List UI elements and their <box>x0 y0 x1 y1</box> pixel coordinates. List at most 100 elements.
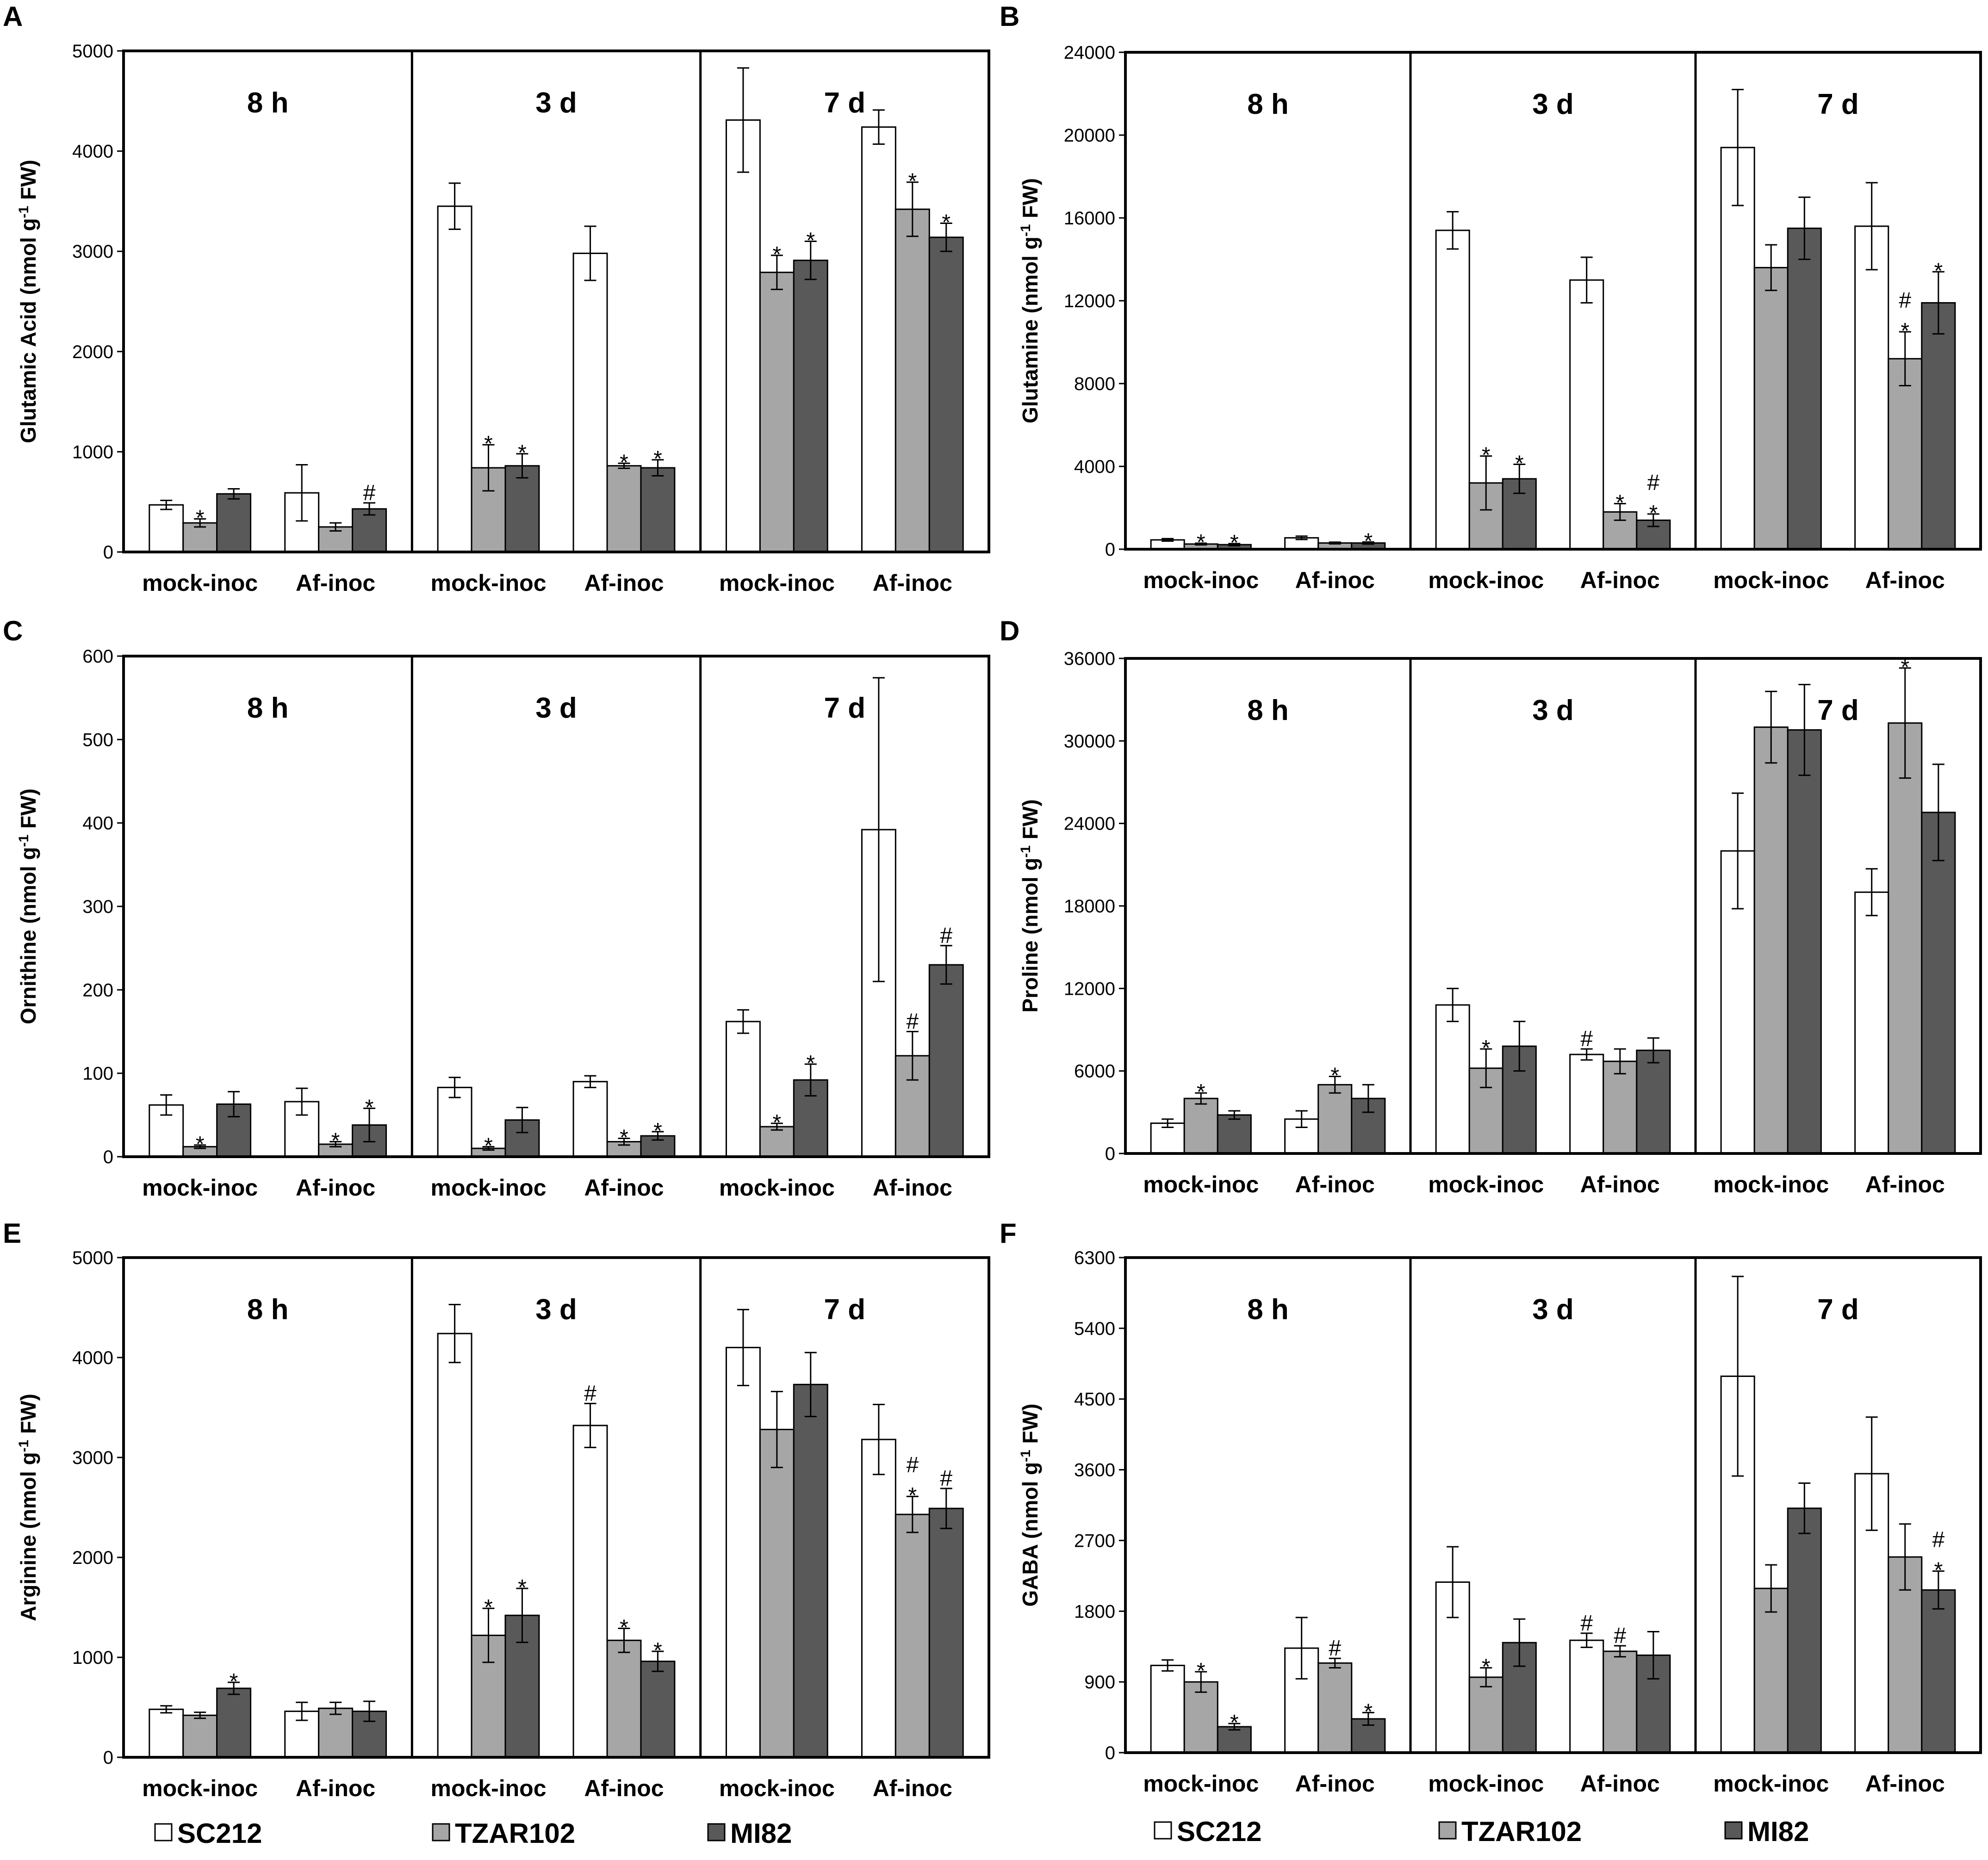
significance-star: * <box>1197 1080 1205 1104</box>
time-label: 3 d <box>1532 1294 1574 1326</box>
legend-left: SC212 TZAR102 MI82 <box>154 1818 792 1849</box>
bar-tzar102 <box>1888 722 1923 1154</box>
y-tick-label: 4500 <box>1074 1389 1115 1410</box>
y-tick-label: 0 <box>103 1147 113 1167</box>
bar-tzar102 <box>759 272 795 553</box>
bar-tzar102 <box>318 1707 354 1758</box>
group-label: mock-inoc <box>430 1775 546 1801</box>
time-label: 8 h <box>1247 1294 1289 1326</box>
panel-f: F 0 900 1800 2700 3600 4500 5400 6300 GABA (nmol … <box>1000 1218 1982 1797</box>
panel-e: E 0 1000 2000 3000 4000 5000 Arginine (nmol g-1… <box>3 1218 990 1801</box>
group-label: mock-inoc <box>430 570 546 596</box>
bar-mi82 <box>793 260 828 553</box>
bar-mi82 <box>928 236 964 553</box>
y-tick-label: 900 <box>1084 1672 1115 1693</box>
y-axis-label: Ornithine (nmol g-1 FW) <box>16 788 41 1024</box>
group-label: Af-inoc <box>584 1775 664 1801</box>
bar-tzar102 <box>1603 1650 1638 1754</box>
y-tick-label: 4000 <box>72 142 113 162</box>
group-label: Af-inoc <box>1865 567 1945 593</box>
y-tick-label: 1800 <box>1074 1601 1115 1622</box>
y-tick-label: 0 <box>1105 539 1115 560</box>
bar-tzar102 <box>182 1714 218 1758</box>
group-label: mock-inoc <box>719 1175 835 1201</box>
group-label: Af-inoc <box>1865 1172 1945 1197</box>
significance-hash: # <box>906 1010 919 1034</box>
significance-hash: # <box>1329 1636 1341 1661</box>
y-tick-label: 2000 <box>72 342 113 362</box>
y-tick-label: 18000 <box>1064 896 1115 917</box>
significance-star: * <box>1197 530 1205 555</box>
group-label: mock-inoc <box>1428 1771 1544 1797</box>
y-tick-label: 24000 <box>1064 43 1115 63</box>
legend-label-tzar102: TZAR102 <box>455 1818 575 1849</box>
y-tick-label: 20000 <box>1064 125 1115 146</box>
bar-tzar102 <box>1753 726 1789 1154</box>
y-tick-label: 400 <box>82 813 113 834</box>
significance-star: * <box>620 450 628 475</box>
bar-sc212 <box>437 1086 472 1158</box>
group-label: Af-inoc <box>1580 567 1660 593</box>
group-label: mock-inoc <box>1143 567 1259 593</box>
group-label: mock-inoc <box>430 1175 546 1201</box>
plot-frame <box>1124 1256 1982 1754</box>
plot-frame <box>122 655 990 1158</box>
significance-star: * <box>908 169 917 194</box>
y-tick-label: 0 <box>103 542 113 563</box>
panel-d: D 0 6000 12000 18000 24000 30000 36000 Proline (… <box>1000 615 1982 1197</box>
significance-star: * <box>620 1615 628 1640</box>
bar-sc212 <box>437 205 472 553</box>
significance-star: * <box>1615 491 1624 515</box>
bar-tzar102 <box>1183 1097 1218 1154</box>
group-label: mock-inoc <box>719 570 835 596</box>
significance-star: * <box>1482 443 1491 468</box>
group-label: mock-inoc <box>1713 1172 1829 1197</box>
bar-sc212 <box>149 1708 184 1758</box>
panel-c: C 0 100 200 300 400 500 600 Ornithine (nmol g-1 … <box>3 615 990 1201</box>
plot-frame <box>1124 51 1982 551</box>
bar-tzar102 <box>1603 1060 1638 1154</box>
bar-mi82 <box>1636 1049 1671 1154</box>
bar-mi82 <box>928 1507 964 1758</box>
significance-star: * <box>773 1110 782 1135</box>
bar-mi82 <box>504 465 540 553</box>
significance-star: * <box>484 1134 493 1158</box>
significance-hash: # <box>363 481 376 505</box>
time-label: 7 d <box>824 692 866 724</box>
plot-frame <box>122 50 990 553</box>
significance-star: * <box>908 1483 917 1508</box>
time-label: 7 d <box>1817 88 1859 120</box>
group-label: Af-inoc <box>1580 1771 1660 1797</box>
significance-hash: # <box>584 1381 596 1406</box>
time-label: 7 d <box>1817 694 1859 726</box>
bar-sc212 <box>1569 279 1604 550</box>
y-axis-label: Proline (nmol g-1 FW) <box>1018 799 1043 1012</box>
y-tick-label: 2700 <box>1074 1531 1115 1551</box>
significance-star: * <box>365 1095 374 1120</box>
bar-mi82 <box>1787 729 1822 1154</box>
bar-sc212 <box>725 1346 761 1758</box>
group-label: Af-inoc <box>1295 1172 1375 1197</box>
bar-mi82 <box>1921 1589 1956 1754</box>
significance-hash: # <box>940 924 952 948</box>
bar-sc212 <box>1854 891 1889 1154</box>
bar-sc212 <box>437 1333 472 1758</box>
y-tick-label: 100 <box>82 1064 113 1084</box>
panel-letter: C <box>3 615 23 646</box>
bar-mi82 <box>793 1383 828 1758</box>
time-label: 7 d <box>1817 1294 1859 1326</box>
y-tick-label: 30000 <box>1064 731 1115 751</box>
significance-star: * <box>196 1132 205 1157</box>
y-tick-label: 300 <box>82 897 113 917</box>
significance-star: * <box>331 1129 340 1153</box>
y-tick-label: 12000 <box>1064 979 1115 999</box>
legend-swatch-tzar102 <box>1438 1821 1457 1840</box>
y-tick-label: 6300 <box>1074 1248 1115 1268</box>
group-label: Af-inoc <box>584 570 664 596</box>
significance-star: * <box>653 1119 662 1143</box>
legend-swatch-sc212 <box>1154 1821 1172 1840</box>
bar-sc212 <box>725 119 761 553</box>
legend-label-sc212: SC212 <box>177 1818 262 1849</box>
significance-star: * <box>942 211 951 235</box>
panel-a: A 0 1000 2000 3000 4000 5000 Glutamic Acid (nmo… <box>3 1 990 596</box>
